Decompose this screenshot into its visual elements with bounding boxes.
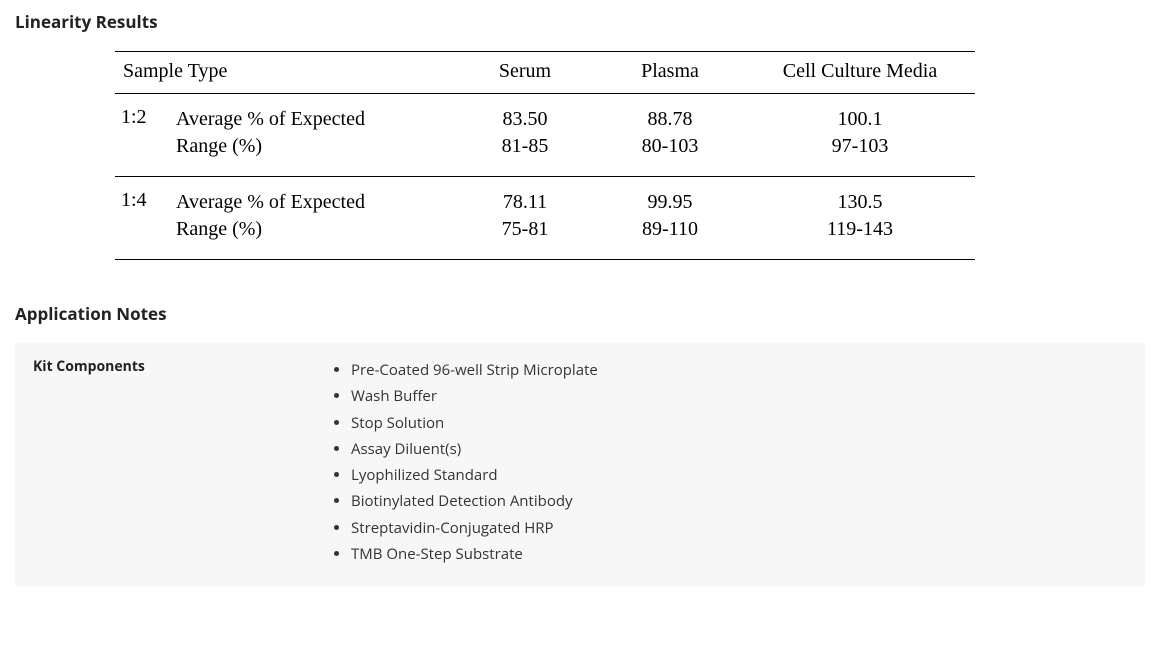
col-plasma: Plasma — [595, 52, 745, 94]
list-item: TMB One-Step Substrate — [351, 541, 598, 567]
plasma-range: 89-110 — [601, 216, 739, 243]
col-serum: Serum — [455, 52, 595, 94]
media-avg: 130.5 — [751, 189, 969, 216]
kit-components-label: Kit Components — [33, 357, 333, 567]
table-row: 1:4 Average % of Expected Range (%) 78.1… — [115, 177, 975, 260]
metric-range-label: Range (%) — [176, 133, 449, 160]
media-avg: 100.1 — [751, 106, 969, 133]
list-item: Stop Solution — [351, 410, 598, 436]
metric-labels: Average % of Expected Range (%) — [170, 177, 455, 260]
media-cell: 100.1 97-103 — [745, 94, 975, 177]
serum-range: 75-81 — [461, 216, 589, 243]
plasma-avg: 88.78 — [601, 106, 739, 133]
linearity-table: Sample Type Serum Plasma Cell Culture Me… — [115, 51, 975, 260]
table-row: 1:2 Average % of Expected Range (%) 83.5… — [115, 94, 975, 177]
dilution-label: 1:4 — [115, 177, 170, 260]
list-item: Lyophilized Standard — [351, 462, 598, 488]
media-range: 97-103 — [751, 133, 969, 160]
application-notes-section: Application Notes Kit Components Pre-Coa… — [15, 302, 1165, 587]
dilution-label: 1:2 — [115, 94, 170, 177]
serum-avg: 83.50 — [461, 106, 589, 133]
metric-labels: Average % of Expected Range (%) — [170, 94, 455, 177]
plasma-cell: 99.95 89-110 — [595, 177, 745, 260]
media-range: 119-143 — [751, 216, 969, 243]
list-item: Assay Diluent(s) — [351, 436, 598, 462]
serum-cell: 78.11 75-81 — [455, 177, 595, 260]
serum-avg: 78.11 — [461, 189, 589, 216]
list-item: Streptavidin-Conjugated HRP — [351, 515, 598, 541]
col-media: Cell Culture Media — [745, 52, 975, 94]
linearity-section: Linearity Results Sample Type Serum Plas… — [15, 10, 1165, 260]
serum-range: 81-85 — [461, 133, 589, 160]
metric-avg-label: Average % of Expected — [176, 189, 449, 216]
col-sample-type: Sample Type — [115, 52, 455, 94]
application-notes-heading: Application Notes — [15, 302, 1165, 325]
table-header-row: Sample Type Serum Plasma Cell Culture Me… — [115, 52, 975, 94]
media-cell: 130.5 119-143 — [745, 177, 975, 260]
kit-components-list: Pre-Coated 96-well Strip Microplate Wash… — [333, 357, 598, 567]
plasma-cell: 88.78 80-103 — [595, 94, 745, 177]
plasma-range: 80-103 — [601, 133, 739, 160]
plasma-avg: 99.95 — [601, 189, 739, 216]
list-item: Biotinylated Detection Antibody — [351, 488, 598, 514]
list-item: Wash Buffer — [351, 383, 598, 409]
notes-panel: Kit Components Pre-Coated 96-well Strip … — [15, 343, 1145, 587]
serum-cell: 83.50 81-85 — [455, 94, 595, 177]
metric-range-label: Range (%) — [176, 216, 449, 243]
kit-components-content: Pre-Coated 96-well Strip Microplate Wash… — [333, 357, 598, 567]
metric-avg-label: Average % of Expected — [176, 106, 449, 133]
linearity-table-wrap: Sample Type Serum Plasma Cell Culture Me… — [115, 51, 975, 260]
linearity-heading: Linearity Results — [15, 10, 1165, 33]
list-item: Pre-Coated 96-well Strip Microplate — [351, 357, 598, 383]
